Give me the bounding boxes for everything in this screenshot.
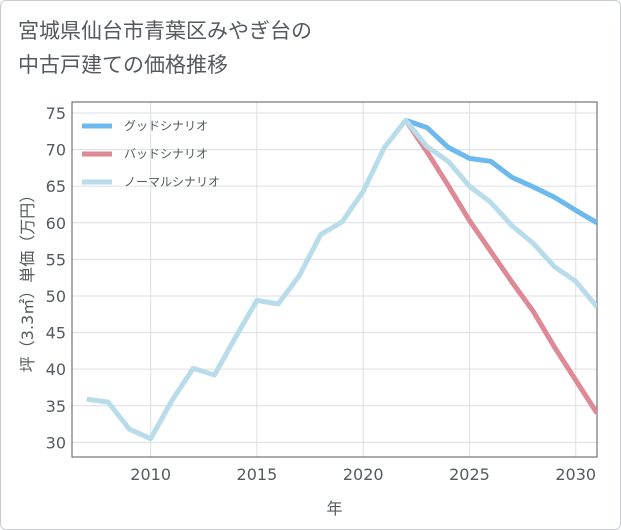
y-tick-label: 40 <box>46 360 66 379</box>
series-line-bad <box>403 118 597 415</box>
chart-title-line2: 中古戸建ての価格推移 <box>18 53 228 77</box>
series-lines <box>86 117 597 442</box>
x-tick-label: 2030 <box>555 465 596 484</box>
x-tick-label: 2015 <box>237 465 278 484</box>
chart-title: 宮城県仙台市青葉区みやぎ台の 中古戸建ての価格推移 <box>18 14 312 82</box>
series-line-normal <box>86 117 597 442</box>
y-axis-ticks: 30 35 40 45 50 55 60 65 70 75 <box>46 104 66 452</box>
plot-border <box>71 101 598 458</box>
y-tick-label: 30 <box>46 433 66 452</box>
x-tick-label: 2025 <box>449 465 490 484</box>
series-line-good <box>404 117 597 225</box>
y-tick-label: 50 <box>46 287 66 306</box>
y-tick-label: 65 <box>46 177 66 196</box>
y-tick-label: 60 <box>46 214 66 233</box>
x-axis-label: 年 <box>326 499 342 518</box>
grid <box>72 102 597 457</box>
y-tick-label: 55 <box>46 250 66 269</box>
y-tick-label: 35 <box>46 397 66 416</box>
legend-label-good: グッドシナリオ <box>124 119 208 133</box>
x-axis-ticks: 2010 2015 2020 2025 2030 <box>130 465 596 484</box>
legend-label-normal: ノーマルシナリオ <box>124 175 220 189</box>
legend-label-bad: バッドシナリオ <box>124 147 208 161</box>
chart-title-line1: 宮城県仙台市青葉区みやぎ台の <box>18 19 312 43</box>
x-tick-label: 2020 <box>343 465 384 484</box>
y-axis-label: 坪（3.3㎡）単価（万円） <box>18 187 37 372</box>
y-tick-label: 70 <box>46 141 66 160</box>
y-tick-label: 45 <box>46 324 66 343</box>
x-tick-label: 2010 <box>130 465 171 484</box>
y-tick-label: 75 <box>46 104 66 123</box>
